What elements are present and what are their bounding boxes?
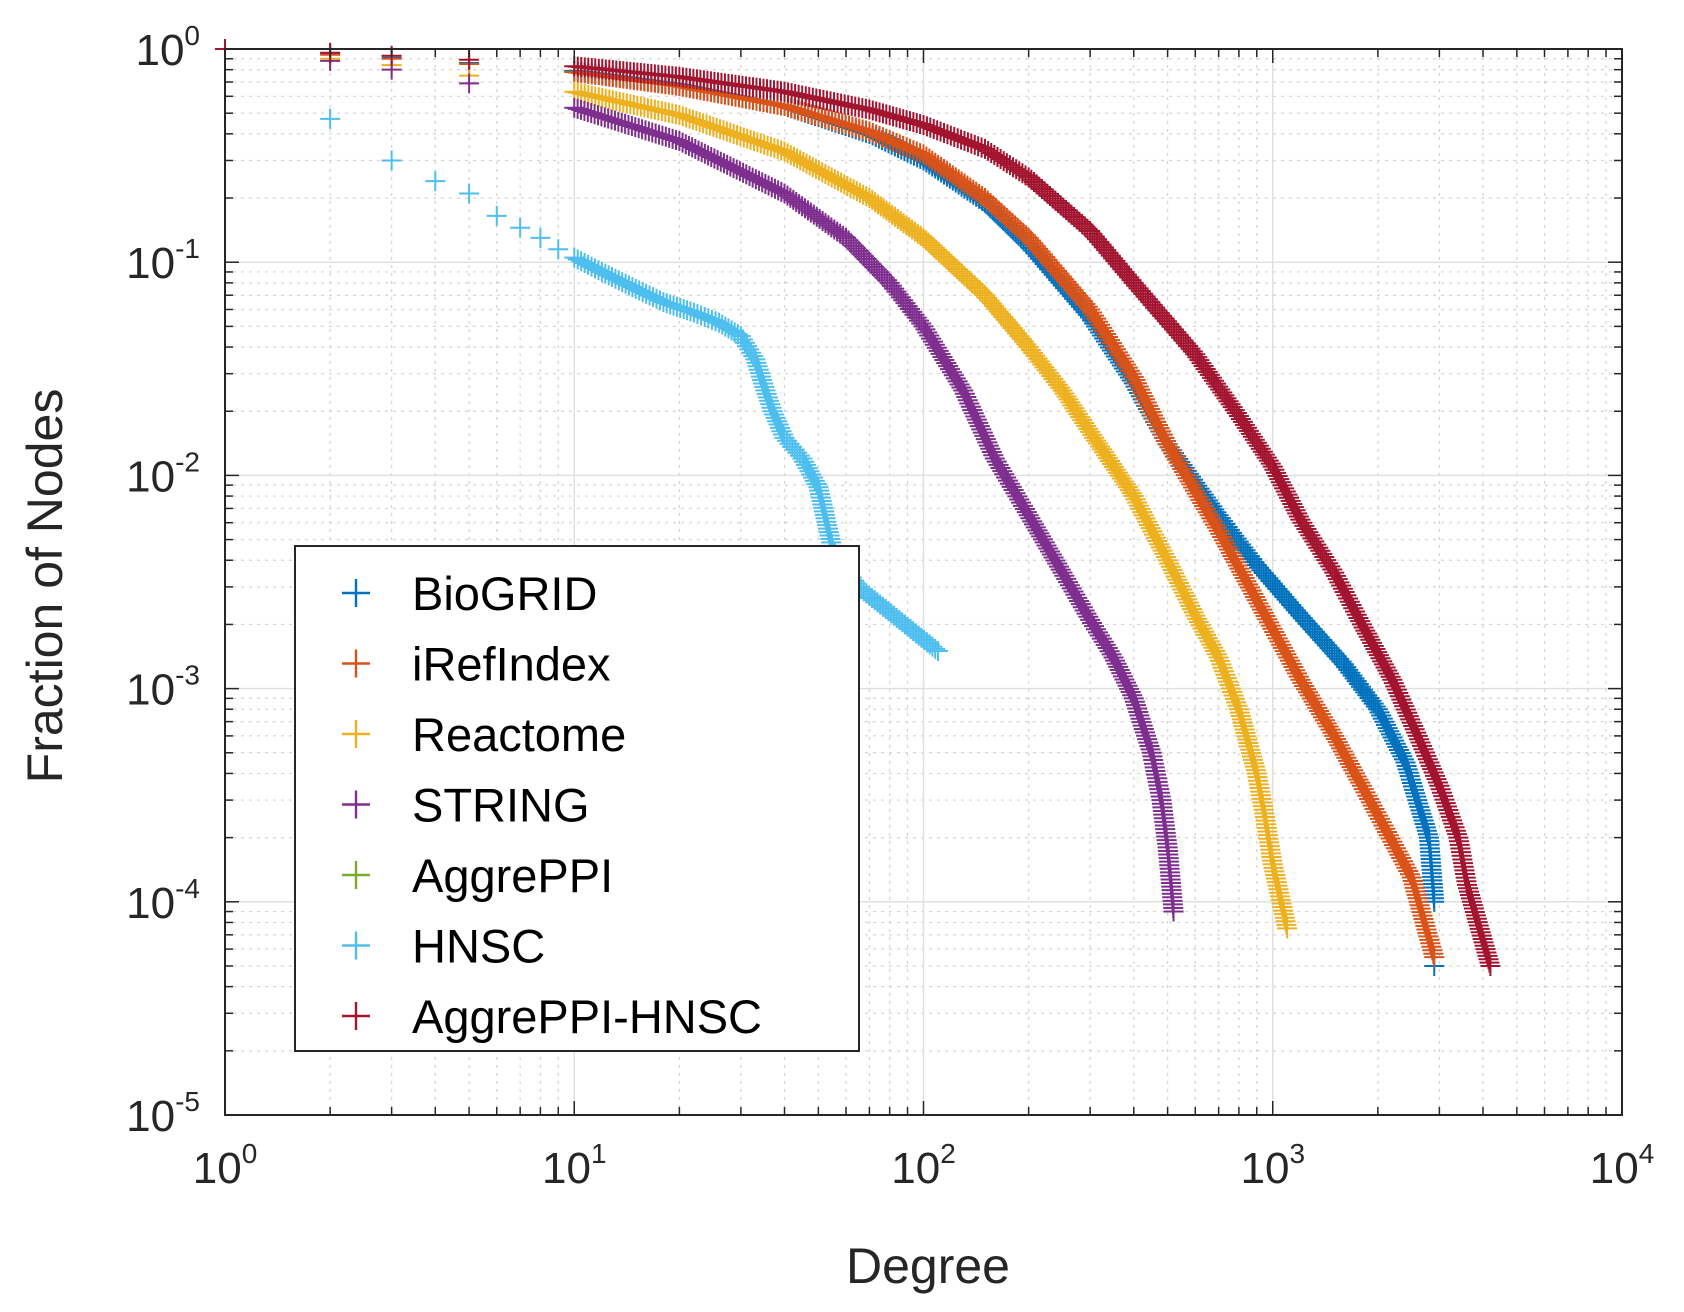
data-point <box>1480 955 1501 976</box>
data-point <box>425 171 446 192</box>
y-tick-label: 10-5 <box>126 1086 200 1141</box>
series-aggreppi-hnsc <box>215 39 1501 976</box>
data-point <box>848 241 869 262</box>
legend-marker <box>342 1002 370 1030</box>
legend-label: AggrePPI-HNSC <box>412 990 762 1043</box>
x-tick-base: 10 <box>891 1144 940 1193</box>
legend-box <box>294 545 860 1052</box>
x-tick-label: 103 <box>1240 1138 1305 1193</box>
y-tick-base: 10 <box>126 452 175 501</box>
x-tick-label: 102 <box>891 1138 956 1193</box>
data-point <box>486 205 507 226</box>
y-tick-exponent: 0 <box>184 20 200 51</box>
series-irefindex <box>215 39 1445 968</box>
axis-ticks <box>224 48 1623 1116</box>
legend-label: AggrePPI <box>412 849 613 902</box>
data-point <box>846 238 867 259</box>
data-point <box>851 243 872 264</box>
data-point <box>922 636 943 657</box>
y-tick-base: 10 <box>126 666 175 715</box>
data-point <box>836 227 857 248</box>
legend-marker <box>342 649 370 678</box>
legend-marker <box>342 790 370 819</box>
x-axis-label: Degree <box>846 1238 1010 1294</box>
x-tick-base: 10 <box>542 1144 591 1193</box>
data-point <box>927 641 948 662</box>
y-tick-exponent: -2 <box>175 446 200 477</box>
y-tick-exponent: -1 <box>175 233 200 264</box>
series-reactome <box>215 39 1298 939</box>
x-tick-base: 10 <box>1590 1144 1639 1193</box>
data-point <box>853 246 874 267</box>
data-point <box>548 239 569 260</box>
y-tick-exponent: -5 <box>175 1086 200 1117</box>
y-tick-base: 10 <box>126 1092 175 1141</box>
x-tick-label: 104 <box>1590 1138 1655 1193</box>
y-tick-label: 10-1 <box>126 233 200 288</box>
data-point <box>866 259 887 280</box>
data-point <box>925 638 946 659</box>
x-tick-exponent: 1 <box>591 1138 607 1169</box>
data-point <box>861 254 882 275</box>
legend-label: BioGRID <box>412 567 597 620</box>
x-tick-exponent: 2 <box>940 1138 956 1169</box>
data-point <box>1013 222 1034 243</box>
x-tick-labels: 100 101 102 103 104 <box>193 1138 1655 1193</box>
legend-marker <box>342 720 370 748</box>
legend-marker <box>342 579 370 607</box>
legend-entries: BioGRID iRefIndex Reactome STRING AggrePPI HN… <box>342 567 762 1043</box>
data-point <box>1277 918 1298 939</box>
legend-label: iRefIndex <box>412 638 611 691</box>
x-tick-exponent: 0 <box>242 1138 258 1169</box>
legend: BioGRID iRefIndex Reactome STRING AggrePPI HN… <box>294 545 860 1052</box>
data-point <box>869 262 890 283</box>
data-point <box>856 249 877 270</box>
data-point <box>381 150 402 171</box>
series-string <box>215 39 1184 922</box>
data-point <box>1163 901 1184 922</box>
data-point <box>864 256 885 277</box>
x-tick-base: 10 <box>1240 1144 1289 1193</box>
y-axis-label: Fraction of Nodes <box>17 389 73 784</box>
data-point <box>510 217 531 238</box>
y-tick-label: 10-3 <box>126 660 200 715</box>
y-tick-label: 100 <box>135 20 200 75</box>
data-point <box>459 183 480 204</box>
x-tick-base: 10 <box>193 1144 242 1193</box>
legend-label: STRING <box>412 779 590 832</box>
legend-label: HNSC <box>412 920 545 973</box>
x-tick-label: 100 <box>193 1138 258 1193</box>
data-point <box>843 235 864 256</box>
data-point <box>859 251 880 272</box>
legend-marker <box>342 861 370 889</box>
legend-marker <box>342 931 370 960</box>
y-tick-label: 10-2 <box>126 446 200 501</box>
data-point <box>1424 947 1445 968</box>
x-tick-label: 101 <box>542 1138 607 1193</box>
data-point <box>459 73 480 94</box>
y-tick-base: 10 <box>126 879 175 928</box>
data-point <box>841 233 862 254</box>
legend-label: Reactome <box>412 708 626 761</box>
y-tick-exponent: -3 <box>175 660 200 691</box>
y-tick-base: 10 <box>126 239 175 288</box>
data-point <box>320 108 341 129</box>
x-tick-exponent: 4 <box>1639 1138 1655 1169</box>
y-tick-exponent: -4 <box>175 873 200 904</box>
y-tick-label: 10-4 <box>126 873 200 928</box>
data-point <box>871 264 892 285</box>
data-point <box>530 227 551 248</box>
y-tick-base: 10 <box>135 26 184 75</box>
data-point <box>838 230 859 251</box>
x-tick-exponent: 3 <box>1289 1138 1305 1169</box>
